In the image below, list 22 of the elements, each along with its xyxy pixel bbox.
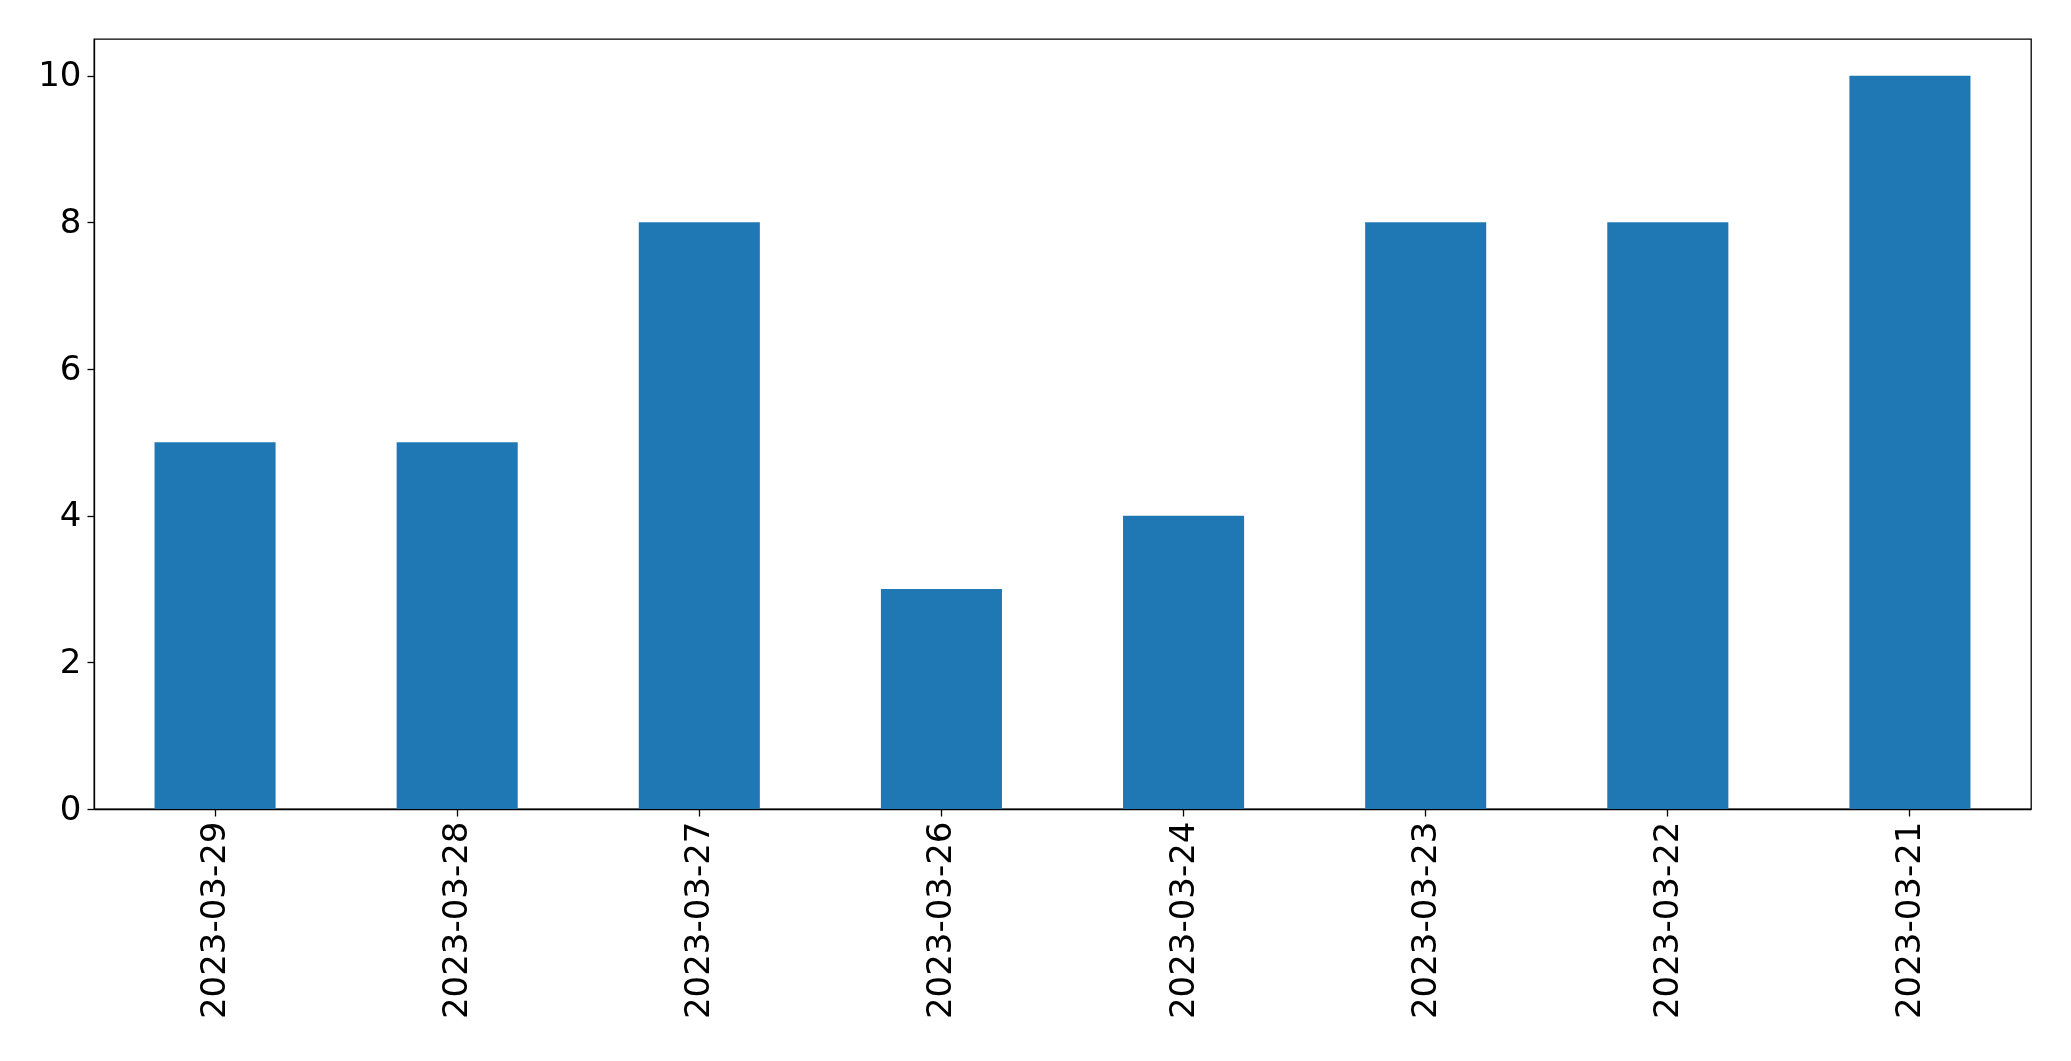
x-tick-label: 2023-03-27 <box>677 821 718 1020</box>
y-tick-label: 8 <box>59 200 82 241</box>
x-tick-label: 2023-03-22 <box>1645 821 1686 1020</box>
y-tick-label: 2 <box>59 640 82 681</box>
bar <box>1365 222 1487 809</box>
bar <box>396 442 518 809</box>
x-tick-label: 2023-03-24 <box>1161 821 1202 1020</box>
x-tick-label: 2023-03-29 <box>193 821 234 1020</box>
bar <box>1849 75 1971 809</box>
bar <box>880 589 1002 809</box>
bar <box>638 222 760 809</box>
x-tick-label: 2023-03-28 <box>435 821 476 1020</box>
bar <box>1607 222 1729 809</box>
y-tick-label: 6 <box>59 347 82 388</box>
y-tick-label: 0 <box>59 787 82 828</box>
bar <box>1123 515 1245 809</box>
x-tick-label: 2023-03-21 <box>1887 821 1928 1020</box>
x-tick-label: 2023-03-26 <box>919 821 960 1020</box>
bar <box>154 442 276 809</box>
y-tick-label: 10 <box>38 54 82 95</box>
x-tick-label: 2023-03-23 <box>1403 821 1444 1020</box>
y-tick-label: 4 <box>59 494 82 535</box>
